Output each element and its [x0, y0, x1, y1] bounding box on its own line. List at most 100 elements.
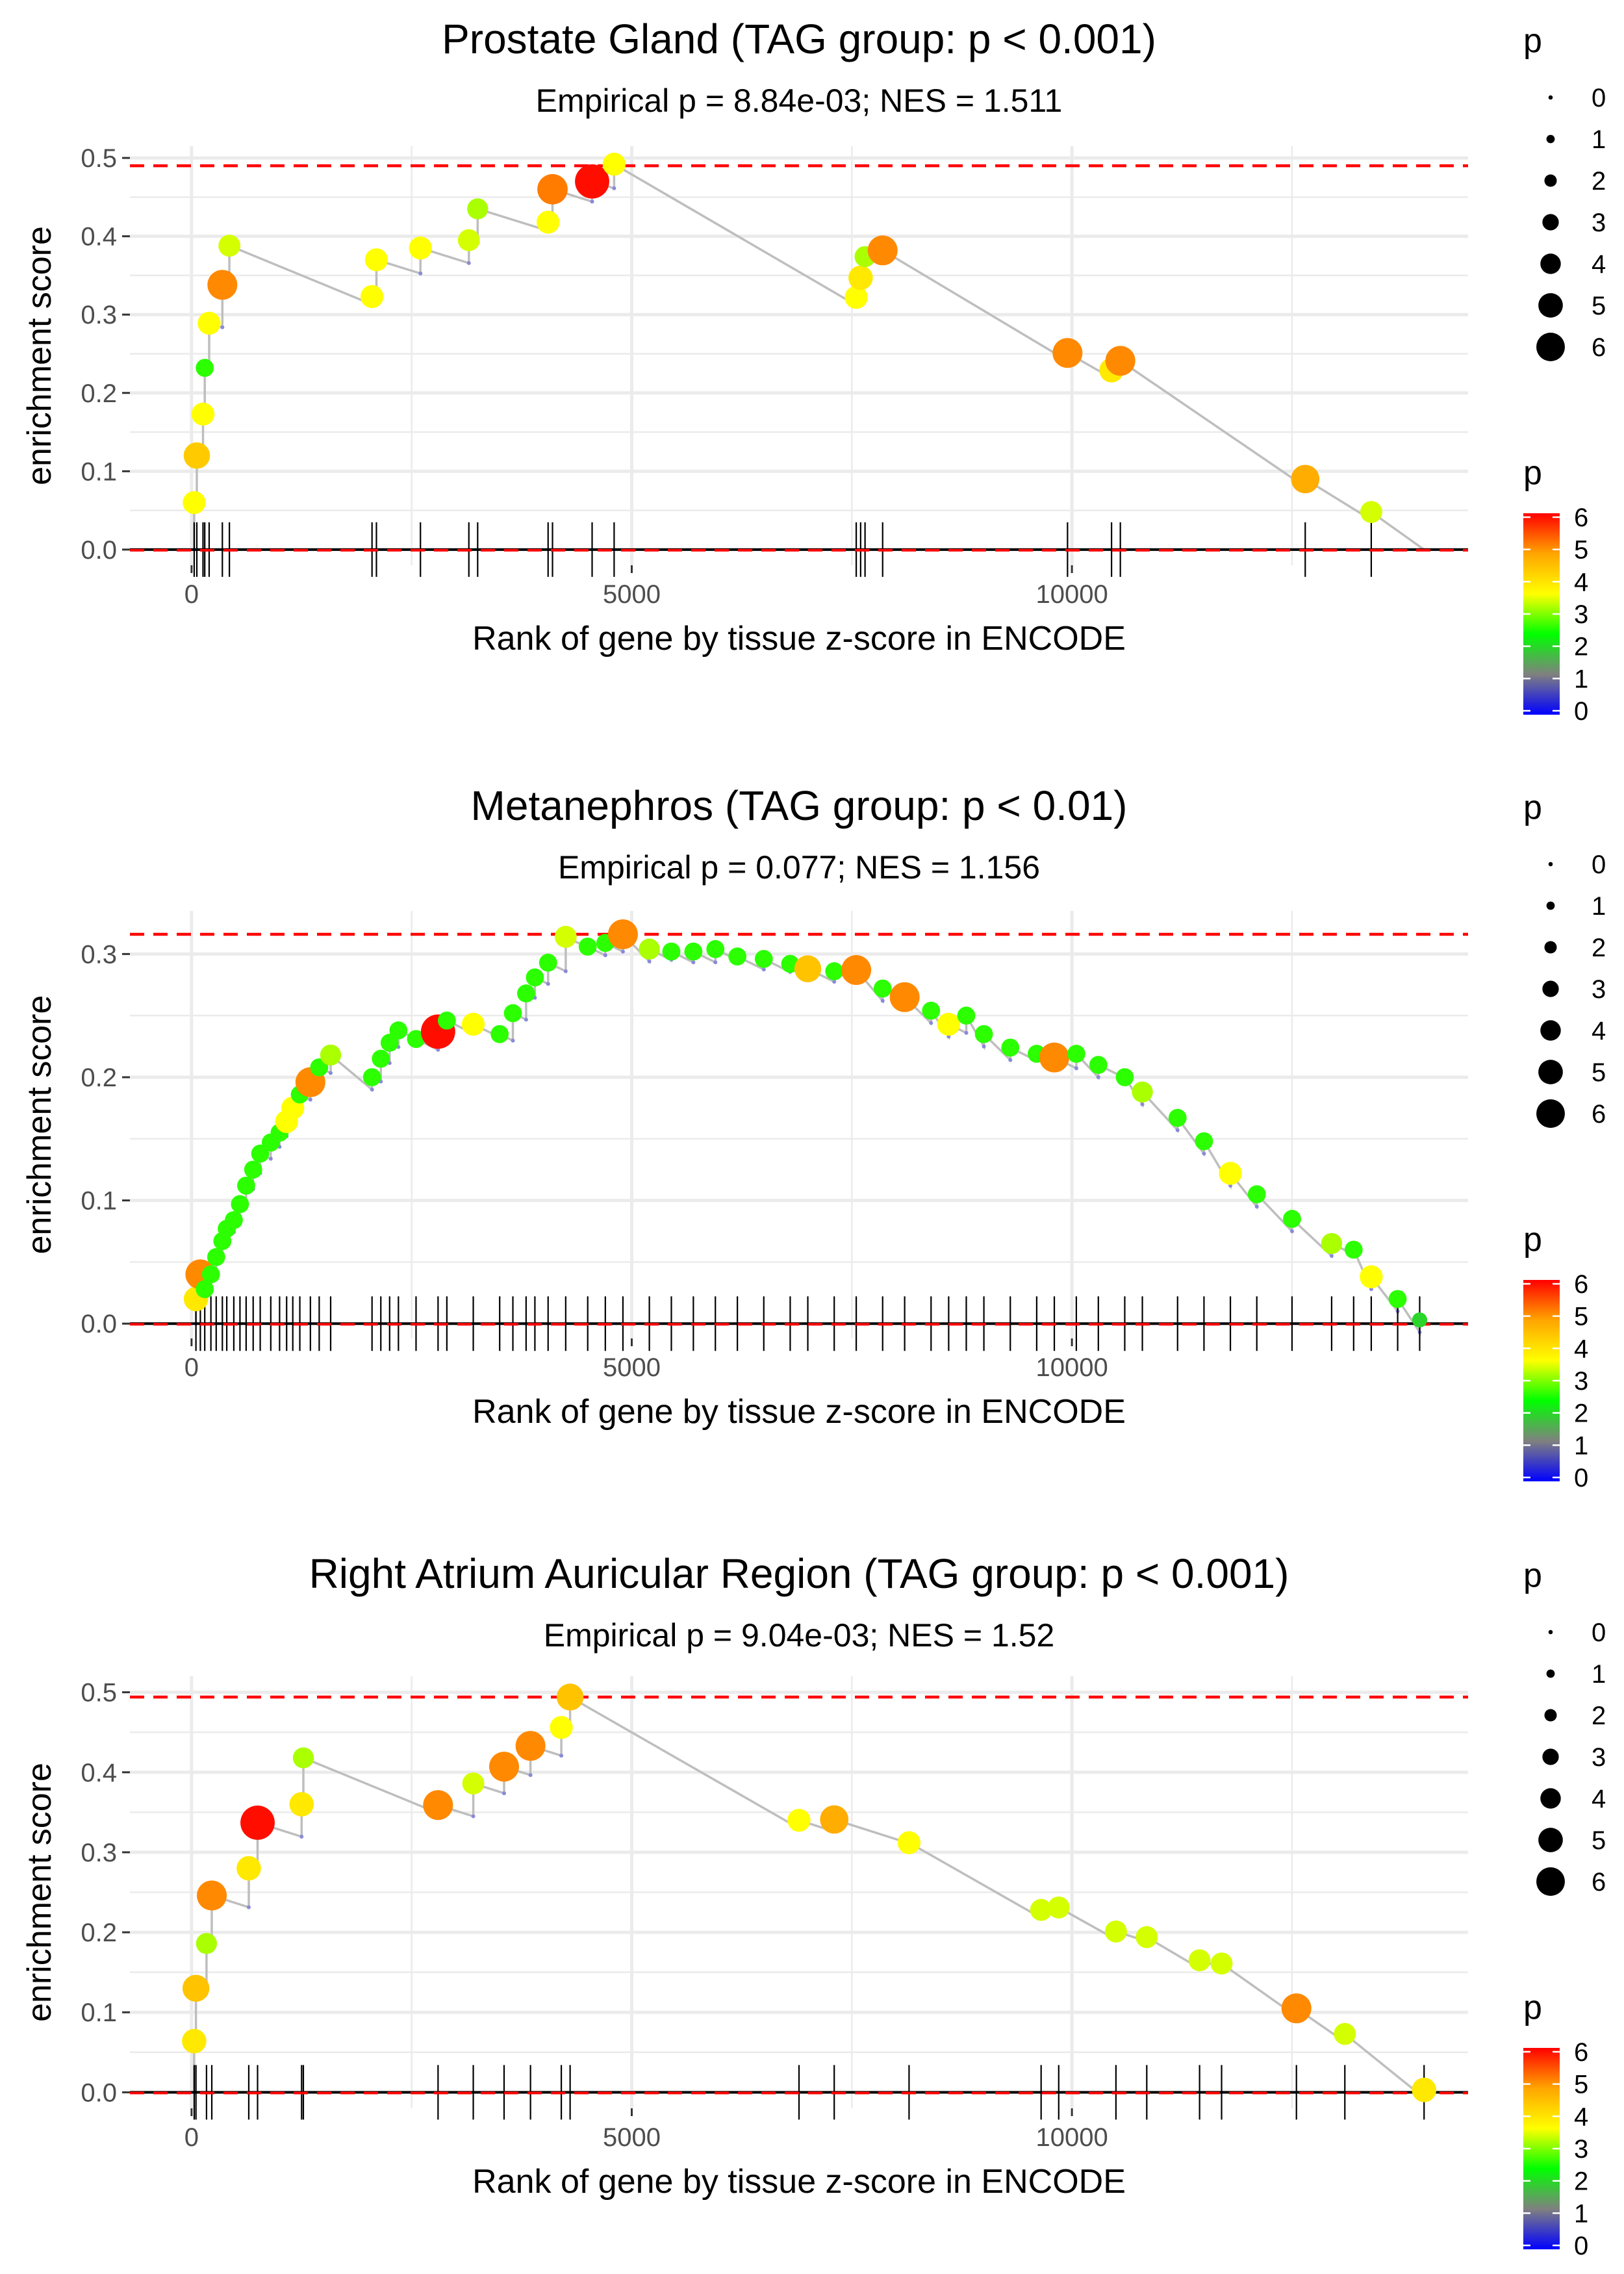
- hit-point: [1247, 1185, 1266, 1204]
- size-legend-key: [1544, 174, 1557, 187]
- size-legend-title: p: [1523, 789, 1542, 826]
- hit-point: [1030, 1898, 1052, 1921]
- color-legend-label: 1: [1574, 1431, 1588, 1460]
- x-axis-title: Rank of gene by tissue z-score in ENCODE: [472, 1393, 1126, 1431]
- size-legend-key: [1538, 293, 1563, 318]
- hit-point: [237, 1176, 255, 1195]
- hit-point: [550, 1716, 573, 1739]
- hit-point: [1089, 1056, 1108, 1074]
- size-legend-label: 6: [1592, 1868, 1606, 1897]
- curve-point: [982, 1044, 986, 1049]
- hit-point: [974, 1025, 993, 1043]
- y-tick-label: 0.3: [81, 301, 117, 329]
- curve-point: [620, 949, 625, 954]
- y-tick-label: 0.1: [81, 1187, 117, 1216]
- hit-point: [706, 939, 725, 958]
- color-legend-label: 6: [1574, 504, 1588, 532]
- curve-point: [436, 1047, 440, 1052]
- curve-point: [603, 953, 607, 958]
- hit-point: [1136, 1926, 1158, 1948]
- y-tick-label: 0.4: [81, 1759, 117, 1787]
- hit-point: [1115, 1068, 1134, 1086]
- hit-point: [1219, 1162, 1242, 1185]
- hit-point: [218, 235, 241, 257]
- hit-point: [361, 285, 384, 309]
- curve-point: [220, 325, 225, 329]
- size-legend-key: [1540, 1788, 1561, 1809]
- hit-point: [848, 265, 873, 290]
- curve-point: [1175, 1128, 1180, 1132]
- x-tick-label: 5000: [603, 1353, 661, 1382]
- hit-point: [503, 1004, 522, 1023]
- color-legend-label: 3: [1574, 600, 1588, 629]
- size-legend-label: 0: [1592, 1618, 1606, 1647]
- hit-point: [182, 1974, 210, 2002]
- size-legend-title: p: [1523, 1557, 1542, 1594]
- curve-point: [466, 261, 471, 265]
- size-legend-key: [1542, 214, 1559, 231]
- hit-point: [409, 236, 432, 260]
- hit-point: [236, 1856, 261, 1881]
- size-legend-key: [1548, 862, 1553, 867]
- curve-point: [299, 1834, 304, 1839]
- hit-point: [662, 942, 681, 961]
- y-tick-label: 0.3: [81, 1839, 117, 1867]
- color-legend-label: 5: [1574, 536, 1588, 565]
- color-legend-label: 4: [1574, 2102, 1588, 2131]
- hit-point: [461, 1012, 485, 1036]
- chart-panel: Prostate Gland (TAG group: p < 0.001) Emp…: [21, 16, 1606, 726]
- chart-title: Right Atrium Auricular Region (TAG group…: [309, 1550, 1289, 1597]
- y-axis-title: enrichment score: [21, 995, 58, 1255]
- hit-point: [1195, 1132, 1213, 1151]
- hit-point: [183, 442, 210, 469]
- size-legend-label: 2: [1592, 934, 1606, 962]
- size-legend-key: [1544, 941, 1557, 954]
- hit-point: [1344, 1240, 1363, 1259]
- hit-point: [462, 1772, 485, 1795]
- hit-point: [1283, 1210, 1301, 1228]
- hit-point: [516, 984, 535, 1003]
- y-tick-label: 0.5: [81, 144, 117, 173]
- hit-point: [1188, 1949, 1211, 1972]
- curve-point: [1329, 1253, 1334, 1258]
- hit-point: [607, 919, 638, 950]
- hit-point: [191, 402, 215, 426]
- curve-point: [370, 1087, 374, 1092]
- size-legend-key: [1536, 1099, 1565, 1128]
- size-legend-label: 3: [1592, 1743, 1606, 1772]
- color-legend-title: p: [1523, 1221, 1542, 1258]
- curve-point: [1096, 1075, 1100, 1079]
- hit-point: [207, 270, 238, 300]
- hit-point: [244, 1160, 262, 1179]
- hit-point: [639, 938, 660, 960]
- size-legend-label: 5: [1592, 1058, 1606, 1087]
- size-legend-label: 6: [1592, 333, 1606, 362]
- x-tick-label: 0: [184, 580, 199, 609]
- hit-point: [578, 938, 597, 956]
- hit-point: [225, 1211, 243, 1229]
- size-legend-label: 1: [1592, 125, 1606, 154]
- y-axis-title: enrichment score: [21, 1763, 58, 2022]
- y-tick-label: 0.0: [81, 536, 117, 565]
- hit-point: [1210, 1952, 1233, 1975]
- hit-point: [728, 947, 747, 966]
- curve-point: [1289, 1229, 1294, 1234]
- hit-point: [922, 1001, 941, 1020]
- curve-point: [964, 1030, 969, 1035]
- curve-point: [713, 960, 718, 965]
- x-axis-title: Rank of gene by tissue z-score in ENCODE: [472, 620, 1126, 658]
- size-legend-label: 5: [1592, 292, 1606, 320]
- curve-point: [563, 969, 568, 973]
- color-legend-label: 5: [1574, 1303, 1588, 1331]
- curve-point: [880, 999, 885, 1003]
- x-tick-label: 10000: [1036, 1353, 1108, 1382]
- hit-point: [844, 286, 868, 309]
- hit-point: [937, 1012, 961, 1036]
- size-legend-label: 2: [1592, 167, 1606, 196]
- color-legend-label: 3: [1574, 1367, 1588, 1396]
- y-tick-label: 0.2: [81, 379, 117, 408]
- color-legend-title: p: [1523, 1989, 1542, 2026]
- curve-point: [1074, 1066, 1078, 1071]
- size-legend-key: [1546, 134, 1555, 144]
- hit-point: [1047, 1896, 1070, 1919]
